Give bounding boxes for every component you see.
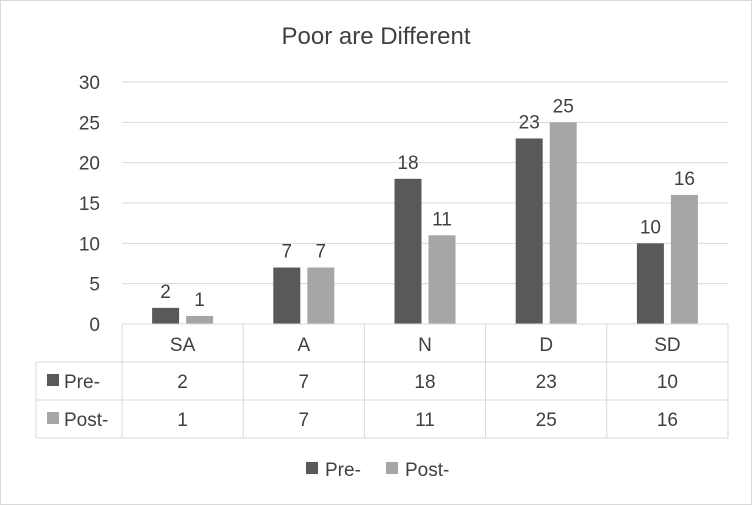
bar-post-a (307, 267, 335, 324)
table-cell: 7 (299, 410, 310, 431)
legend-swatch (306, 462, 318, 474)
data-label: 25 (553, 96, 574, 117)
bar-pre-sa (152, 307, 180, 324)
y-tick-label: 0 (89, 315, 100, 336)
data-label: 7 (316, 242, 327, 263)
table-cell: 11 (415, 410, 435, 431)
table-cell: 1 (177, 410, 188, 431)
data-label: 18 (397, 153, 418, 174)
table-cell: 25 (536, 410, 557, 431)
y-tick-label: 25 (79, 113, 100, 134)
bar-pre-d (515, 138, 543, 324)
bar-post-n (428, 235, 456, 324)
data-label: 2 (160, 282, 171, 303)
bar-post-sd (670, 194, 698, 324)
table-series-label: Pre- (64, 372, 100, 393)
legend-label: Pre- (325, 460, 361, 481)
category-label: SA (170, 335, 196, 356)
data-label: 23 (519, 112, 540, 133)
legend-swatch (386, 462, 398, 474)
table-legend-key (47, 412, 59, 424)
table-cell: 18 (414, 372, 435, 393)
y-tick-label: 15 (79, 194, 100, 215)
table-cell: 7 (299, 372, 310, 393)
y-tick-label: 10 (79, 234, 100, 255)
category-label: N (418, 335, 432, 356)
data-label: 1 (194, 290, 205, 311)
bar-pre-a (273, 267, 301, 324)
table-cell: 2 (177, 372, 188, 393)
bar-post-d (549, 122, 577, 324)
legend-label: Post- (405, 460, 449, 481)
y-tick-label: 20 (79, 154, 100, 175)
table-cell: 10 (657, 372, 678, 393)
bars (152, 122, 698, 324)
y-tick-label: 5 (89, 275, 100, 296)
table-cell: 23 (536, 372, 557, 393)
category-label: D (539, 335, 553, 356)
data-table: SA A N D SD Pre- 2 7 18 23 10 Post- 1 7 11 25 16 (35, 323, 729, 439)
bar-pre-sd (636, 243, 664, 324)
bar-post-sa (186, 315, 214, 324)
legend: Pre- Post- (306, 460, 449, 481)
table-series-label: Post- (64, 410, 108, 431)
data-label: 16 (674, 169, 695, 190)
category-label: SD (654, 335, 680, 356)
bar-pre-n (394, 178, 422, 324)
category-label: A (297, 335, 310, 356)
table-legend-key (47, 374, 59, 386)
data-label: 11 (432, 209, 452, 230)
table-cell: 16 (657, 410, 678, 431)
y-tick-label: 30 (79, 73, 100, 94)
data-labels: 2 7 18 23 10 1 7 11 25 16 (160, 96, 695, 311)
y-axis-tick-labels: 0 5 10 15 20 25 30 (79, 73, 100, 336)
chart-title: Poor are Different (282, 23, 471, 50)
data-label: 7 (282, 242, 293, 263)
data-label: 10 (640, 217, 661, 238)
